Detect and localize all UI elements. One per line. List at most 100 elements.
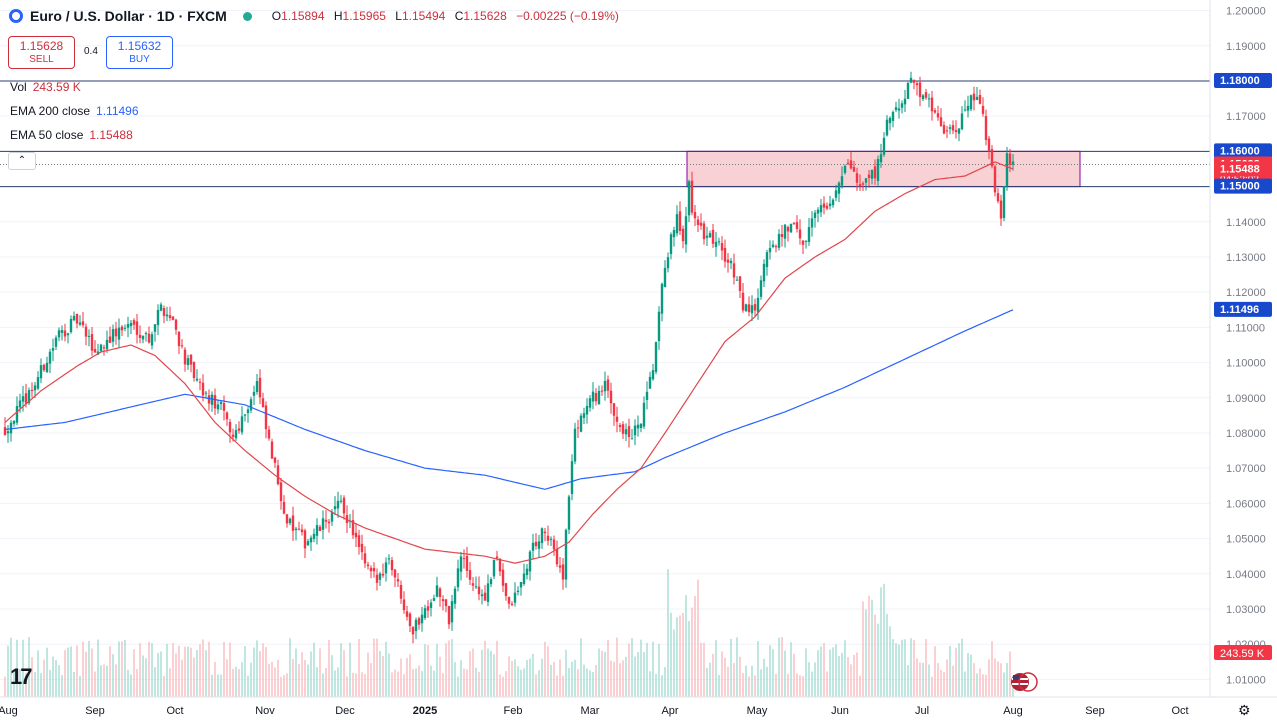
volume-bar	[1006, 662, 1008, 697]
volume-bar	[310, 651, 312, 697]
volume-bar	[955, 647, 957, 697]
volume-bar	[670, 612, 672, 697]
candle-body	[471, 583, 475, 586]
volume-bar	[895, 643, 897, 697]
candle-body	[303, 530, 307, 549]
candle-body	[528, 551, 532, 572]
candle-body	[279, 482, 283, 502]
volume-bar	[937, 663, 939, 697]
volume-bar	[301, 652, 303, 697]
resistance-zone	[686, 150, 1081, 188]
x-tick-label: Aug	[1003, 705, 1023, 717]
candle-body	[546, 535, 550, 541]
candle-body	[561, 564, 565, 580]
candle-body	[804, 240, 808, 242]
volume-bar	[667, 569, 669, 697]
candle-body	[105, 339, 109, 350]
volume-bar	[619, 663, 621, 697]
candle-body	[702, 223, 706, 240]
settings-gear-icon[interactable]: ⚙	[1238, 702, 1251, 718]
volume-bar	[313, 642, 315, 697]
candle-body	[924, 92, 928, 98]
volume-bar	[115, 664, 117, 697]
volume-bar	[868, 595, 870, 697]
volume-bar	[673, 629, 675, 697]
volume-bar	[508, 656, 510, 697]
volume-bar	[136, 669, 138, 697]
volume-bar	[7, 645, 9, 697]
volume-bar	[1000, 663, 1002, 697]
candle-body	[264, 405, 268, 430]
candle-body	[531, 542, 535, 551]
volume-bar	[631, 638, 633, 697]
volume-bar	[220, 674, 222, 697]
price-tag-label: 1.11496	[1220, 304, 1259, 316]
volume-bar	[733, 662, 735, 697]
y-tick-label: 1.19000	[1226, 41, 1266, 53]
candle-body	[336, 500, 340, 509]
chart-header: Euro / U.S. Dollar · 1D · FXCM O1.15894 …	[8, 8, 625, 24]
candle-body	[822, 203, 826, 208]
symbol-title[interactable]: Euro / U.S. Dollar · 1D · FXCM	[30, 8, 227, 24]
ema50-indicator[interactable]: EMA 50 close 1.15488	[10, 128, 133, 142]
volume-bar	[772, 649, 774, 697]
candle-body	[204, 392, 208, 394]
candle-body	[537, 541, 541, 549]
candle-body	[285, 514, 289, 524]
volume-bar	[844, 640, 846, 697]
us-flag-icon[interactable]	[1008, 672, 1038, 692]
candle-body	[36, 377, 40, 389]
volume-bar	[142, 655, 144, 697]
candle-body	[120, 326, 124, 331]
candle-body	[681, 228, 685, 242]
candle-body	[678, 211, 682, 231]
volume-bar	[967, 653, 969, 697]
ema200-indicator[interactable]: EMA 200 close 1.11496	[10, 104, 139, 118]
volume-bar	[139, 643, 141, 697]
volume-bar	[439, 656, 441, 697]
volume-bar	[355, 673, 357, 697]
change-value: −0.00225 (−0.19%)	[516, 9, 619, 23]
ema200-line	[4, 309, 1014, 490]
volume-bar	[286, 673, 288, 697]
candle-body	[723, 247, 727, 262]
buy-button[interactable]: 1.15632 BUY	[106, 36, 173, 69]
volume-bar	[367, 652, 369, 697]
candle-body	[663, 267, 667, 288]
volume-indicator[interactable]: Vol 243.59 K	[10, 80, 81, 94]
candle-body	[324, 519, 328, 522]
candle-body	[291, 515, 295, 531]
volume-bar	[526, 659, 528, 697]
volume-bar	[973, 663, 975, 697]
volume-bar	[61, 675, 63, 697]
volume-bar	[388, 653, 390, 697]
volume-bar	[256, 640, 258, 697]
volume-bar	[565, 649, 567, 697]
y-tick-label: 1.12000	[1226, 287, 1266, 299]
volume-bar	[451, 639, 453, 697]
volume-bar	[370, 663, 372, 697]
x-tick-label: Sep	[85, 705, 105, 717]
candle-body	[1005, 153, 1009, 186]
volume-bar	[34, 671, 36, 697]
candle-body	[267, 429, 271, 439]
candle-body	[123, 327, 127, 329]
volume-bar	[748, 676, 750, 697]
candle-body	[741, 292, 745, 311]
candle-body	[783, 224, 787, 239]
candle-body	[21, 396, 25, 402]
volume-bar	[463, 668, 465, 697]
candle-body	[660, 283, 664, 314]
candle-body	[969, 95, 973, 110]
volume-bar	[238, 669, 240, 697]
collapse-legend-button[interactable]: ⌃	[8, 152, 36, 170]
volume-bar	[904, 639, 906, 697]
candle-body	[387, 558, 391, 560]
y-tick-label: 1.06000	[1226, 498, 1266, 510]
candle-body	[297, 528, 301, 530]
low-value: 1.15494	[401, 9, 446, 23]
candle-body	[510, 603, 514, 605]
candle-body	[117, 327, 121, 340]
sell-button[interactable]: 1.15628 SELL	[8, 36, 75, 69]
